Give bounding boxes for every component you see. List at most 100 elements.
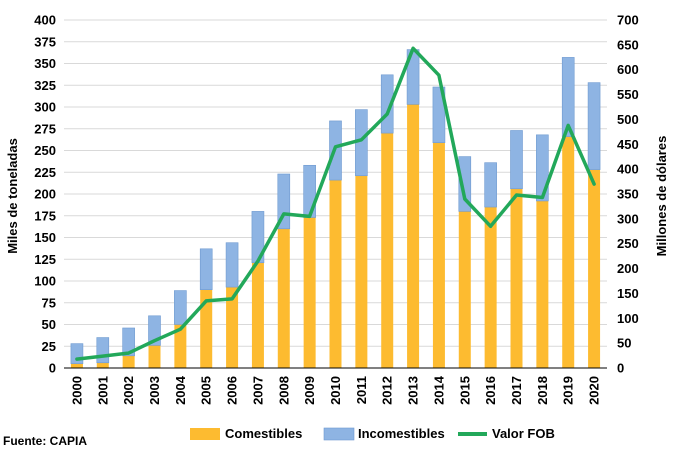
y-tick-label: 225 (34, 165, 56, 180)
bar-comestibles-2004 (174, 324, 187, 368)
bar-incomestibles-2004 (174, 290, 187, 325)
bar-comestibles-2014 (432, 142, 445, 368)
y2-axis-title: Millones de dólares (654, 136, 669, 257)
y2-tick-label: 400 (617, 162, 639, 177)
bar-incomestibles-2005 (199, 248, 213, 290)
x-tick-label: 2008 (276, 376, 291, 405)
x-tick-label: 2016 (483, 376, 498, 405)
x-tick-label: 2013 (406, 376, 421, 405)
line-series (75, 46, 596, 361)
bar-comestibles-2003 (148, 345, 161, 368)
y-tick-label: 300 (34, 100, 56, 115)
bar-comestibles-2010 (329, 180, 342, 368)
bar-incomestibles-2001 (96, 337, 110, 364)
y-tick-label: 275 (34, 121, 56, 136)
y-tick-label: 250 (34, 143, 56, 158)
y2-tick-label: 250 (617, 236, 639, 251)
x-tick-label: 2007 (250, 376, 265, 405)
x-tick-label: 2000 (69, 376, 84, 405)
y2-tick-label: 600 (617, 62, 639, 77)
x-tick-label: 2020 (587, 376, 602, 405)
x-tick-label: 2014 (431, 375, 446, 405)
bar-comestibles-2013 (407, 104, 420, 368)
y2-tick-label: 450 (617, 137, 639, 152)
bar-comestibles-2016 (484, 207, 497, 368)
x-tick-label: 2019 (561, 376, 576, 405)
bar-incomestibles-2002 (122, 327, 135, 357)
x-tick-label: 2006 (225, 376, 240, 405)
x-tick-label: 2004 (173, 375, 188, 405)
y2-tick-label: 700 (617, 13, 639, 28)
legend-label-incomestibles: Incomestibles (358, 426, 445, 441)
bar-comestibles-2017 (510, 188, 523, 368)
y-tick-label: 125 (34, 252, 56, 267)
bar-incomestibles-2016 (484, 162, 497, 208)
bar-comestibles-2012 (381, 133, 394, 368)
x-tick-label: 2002 (121, 376, 136, 405)
bar-comestibles-2007 (251, 262, 264, 368)
y2-tick-label: 300 (617, 211, 639, 226)
bar-comestibles-2006 (226, 287, 239, 368)
left-axis-ticks: 0 25 50 75 100 125 150 175 200 225 250 275 300 325 350… (34, 13, 56, 376)
bar-comestibles-2008 (277, 228, 290, 368)
y2-tick-label: 200 (617, 261, 639, 276)
legend: Comestibles Incomestibles Valor FOB (190, 426, 555, 441)
y-tick-label: 200 (34, 187, 56, 202)
x-tick-label: 2010 (328, 376, 343, 405)
bar-incomestibles-2015 (458, 156, 472, 212)
bar-comestibles-2005 (200, 289, 213, 368)
y2-tick-label: 650 (617, 37, 639, 52)
legend-label-comestibles: Comestibles (225, 426, 302, 441)
bar-incomestibles-2014 (432, 86, 446, 143)
y-tick-label: 25 (42, 339, 56, 354)
x-tick-label: 2001 (95, 376, 110, 405)
y2-tick-label: 100 (617, 311, 639, 326)
bar-comestibles-2001 (96, 362, 109, 368)
x-tick-label: 2017 (509, 376, 524, 405)
legend-swatch-comestibles (190, 428, 220, 440)
y-tick-label: 350 (34, 56, 56, 71)
y-tick-label: 100 (34, 274, 56, 289)
bar-incomestibles-2006 (225, 242, 239, 288)
bar-comestibles-2020 (588, 169, 601, 368)
y2-tick-label: 550 (617, 87, 639, 102)
bar-incomestibles-2020 (587, 82, 601, 170)
y-tick-label: 375 (34, 34, 56, 49)
y2-tick-label: 50 (617, 336, 631, 351)
y-axis-title: Miles de toneladas (5, 138, 20, 254)
bar-incomestibles-2019 (561, 57, 575, 137)
y-tick-label: 75 (42, 295, 56, 310)
bar-incomestibles-2017 (510, 130, 523, 190)
x-tick-label: 2003 (147, 376, 162, 405)
right-axis-ticks: 0 50 100 150 200 250 300 350 400 450 500 550 600 650 7… (617, 13, 639, 376)
x-axis-ticks: 2000 2001 2002 2003 2004 2005 2006 2007 2008 2009… (69, 375, 601, 405)
x-tick-label: 2012 (380, 376, 395, 405)
y-tick-label: 325 (34, 78, 56, 93)
y2-tick-label: 0 (617, 361, 624, 376)
y-tick-label: 150 (34, 230, 56, 245)
bars (70, 49, 601, 368)
y2-tick-label: 350 (617, 187, 639, 202)
y-tick-label: 50 (42, 317, 56, 332)
x-tick-label: 2015 (457, 376, 472, 405)
y-tick-label: 400 (34, 13, 56, 28)
x-tick-label: 2005 (199, 376, 214, 405)
y2-tick-label: 500 (617, 112, 639, 127)
x-tick-label: 2018 (535, 376, 550, 405)
bar-comestibles-2011 (355, 175, 368, 368)
bar-comestibles-2015 (458, 211, 471, 368)
source-note: Fuente: CAPIA (3, 434, 87, 448)
legend-swatch-incomestibles (323, 427, 355, 441)
bar-comestibles-2002 (122, 355, 135, 368)
bar-comestibles-2019 (562, 136, 575, 368)
x-tick-label: 2011 (354, 376, 369, 404)
y-tick-label: 0 (49, 361, 56, 376)
bar-comestibles-2018 (536, 200, 549, 368)
y2-tick-label: 150 (617, 286, 639, 301)
bar-comestibles-2009 (303, 217, 316, 368)
bar-comestibles-2000 (70, 363, 83, 368)
legend-label-valor-fob: Valor FOB (492, 426, 555, 441)
line-valor-fob (75, 46, 596, 361)
